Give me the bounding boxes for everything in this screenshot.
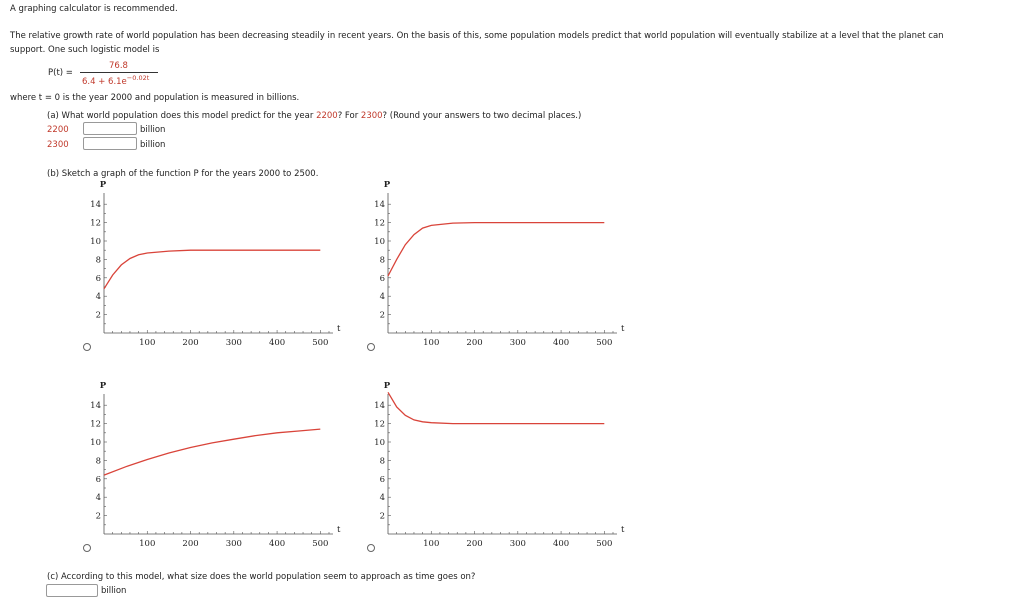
y-tick-label: 14	[374, 200, 385, 210]
x-tick-label: 200	[466, 539, 482, 549]
graph-option-2: 100 200 300 400 500 2 4 6 8 10 12 14 Pt	[374, 180, 625, 348]
x-axis-label: t	[621, 525, 625, 535]
x-tick-label: 500	[312, 338, 328, 348]
intro-line-1: The relative growth rate of world popula…	[10, 31, 944, 41]
x-tick-label: 100	[423, 338, 439, 348]
x-tick-label: 100	[139, 338, 155, 348]
part-a-suffix: ? (Round your answers to two decimal pla…	[382, 111, 582, 121]
y-tick-label: 12	[374, 219, 385, 229]
y-tick-label: 6	[380, 475, 385, 485]
x-tick-label: 500	[596, 539, 612, 549]
x-tick-label: 300	[510, 539, 526, 549]
formula-lhs: P(t) =	[48, 68, 73, 78]
answer-2300-input[interactable]	[83, 137, 137, 150]
y-tick-label: 2	[96, 311, 101, 321]
calculator-note: A graphing calculator is recommended.	[10, 4, 178, 14]
graph-option-4: 100 200 300 400 500 2 4 6 8 10 12 14 Pt	[374, 381, 625, 549]
formula-numerator: 76.8	[109, 61, 128, 71]
x-tick-label: 200	[182, 539, 198, 549]
y-tick-label: 14	[90, 401, 101, 411]
graph-option-4-radio[interactable]	[367, 544, 375, 552]
x-tick-label: 400	[269, 539, 285, 549]
x-tick-label: 100	[139, 539, 155, 549]
y-tick-label: 10	[90, 438, 101, 448]
y-tick-label: 4	[96, 292, 101, 302]
answer-2300-label: 2300	[47, 140, 69, 150]
part-a-year2: 2300	[360, 111, 383, 121]
part-c-prompt: (c) According to this model, what size d…	[47, 572, 476, 582]
answer-2200-label: 2200	[47, 125, 69, 135]
part-c-input[interactable]	[46, 584, 98, 597]
y-tick-label: 12	[374, 420, 385, 430]
x-tick-label: 300	[510, 338, 526, 348]
part-a-question: (a) What world population does this mode…	[47, 111, 581, 121]
y-tick-label: 10	[374, 438, 385, 448]
y-tick-label: 4	[380, 292, 385, 302]
x-tick-label: 300	[226, 539, 242, 549]
intro-line-2: support. One such logistic model is	[10, 45, 160, 55]
answer-2200-input[interactable]	[83, 122, 137, 135]
y-tick-label: 4	[96, 493, 101, 503]
graph-option-3-radio[interactable]	[83, 544, 91, 552]
x-axis-label: t	[337, 324, 341, 334]
y-axis-label: P	[384, 381, 391, 391]
population-curve	[387, 221, 605, 277]
part-b-prompt: (b) Sketch a graph of the function P for…	[47, 169, 319, 179]
graph-option-1-radio[interactable]	[83, 343, 91, 351]
x-tick-label: 400	[553, 539, 569, 549]
y-tick-label: 6	[380, 274, 385, 284]
y-tick-label: 2	[380, 512, 385, 522]
y-tick-label: 12	[90, 219, 101, 229]
y-tick-label: 4	[380, 493, 385, 503]
fraction-bar	[80, 72, 158, 73]
x-tick-label: 100	[423, 539, 439, 549]
part-a-mid: ? For	[337, 111, 361, 121]
y-tick-label: 12	[90, 420, 101, 430]
y-tick-label: 6	[96, 475, 101, 485]
x-tick-label: 400	[269, 338, 285, 348]
x-tick-label: 400	[553, 338, 569, 348]
population-curve	[103, 249, 321, 290]
graph-option-1: 100 200 300 400 500 2 4 6 8 10 12 14 Pt	[90, 180, 341, 348]
y-tick-label: 10	[90, 237, 101, 247]
y-tick-label: 14	[90, 200, 101, 210]
y-tick-label: 14	[374, 401, 385, 411]
where-text: where t = 0 is the year 2000 and populat…	[10, 93, 300, 103]
population-curve	[103, 428, 321, 476]
x-tick-label: 500	[312, 539, 328, 549]
y-tick-label: 6	[96, 274, 101, 284]
y-tick-label: 2	[96, 512, 101, 522]
x-tick-label: 500	[596, 338, 612, 348]
x-tick-label: 200	[182, 338, 198, 348]
y-tick-label: 8	[380, 456, 385, 466]
formula-denominator: 6.4 + 6.1e−0.02t	[82, 74, 149, 87]
graph-option-3: 100 200 300 400 500 2 4 6 8 10 12 14 Pt	[90, 381, 341, 549]
y-tick-label: 10	[374, 237, 385, 247]
answer-2200-unit: billion	[140, 125, 166, 135]
population-curve	[387, 391, 605, 425]
formula-exponent: −0.02t	[126, 74, 150, 82]
answer-2300-unit: billion	[140, 140, 166, 150]
y-axis-label: P	[100, 381, 107, 391]
y-tick-label: 8	[96, 255, 101, 265]
x-tick-label: 300	[226, 338, 242, 348]
part-a-year1: 2200	[316, 111, 338, 121]
formula-denominator-base: 6.4 + 6.1e	[82, 76, 127, 87]
graph-option-2-radio[interactable]	[367, 343, 375, 351]
y-axis-label: P	[100, 180, 107, 190]
x-tick-label: 200	[466, 338, 482, 348]
x-axis-label: t	[337, 525, 341, 535]
y-axis-label: P	[384, 180, 391, 190]
part-a-prefix: (a) What world population does this mode…	[47, 111, 317, 121]
y-tick-label: 2	[380, 311, 385, 321]
y-tick-label: 8	[380, 255, 385, 265]
part-c-unit: billion	[101, 586, 127, 596]
y-tick-label: 8	[96, 456, 101, 466]
x-axis-label: t	[621, 324, 625, 334]
